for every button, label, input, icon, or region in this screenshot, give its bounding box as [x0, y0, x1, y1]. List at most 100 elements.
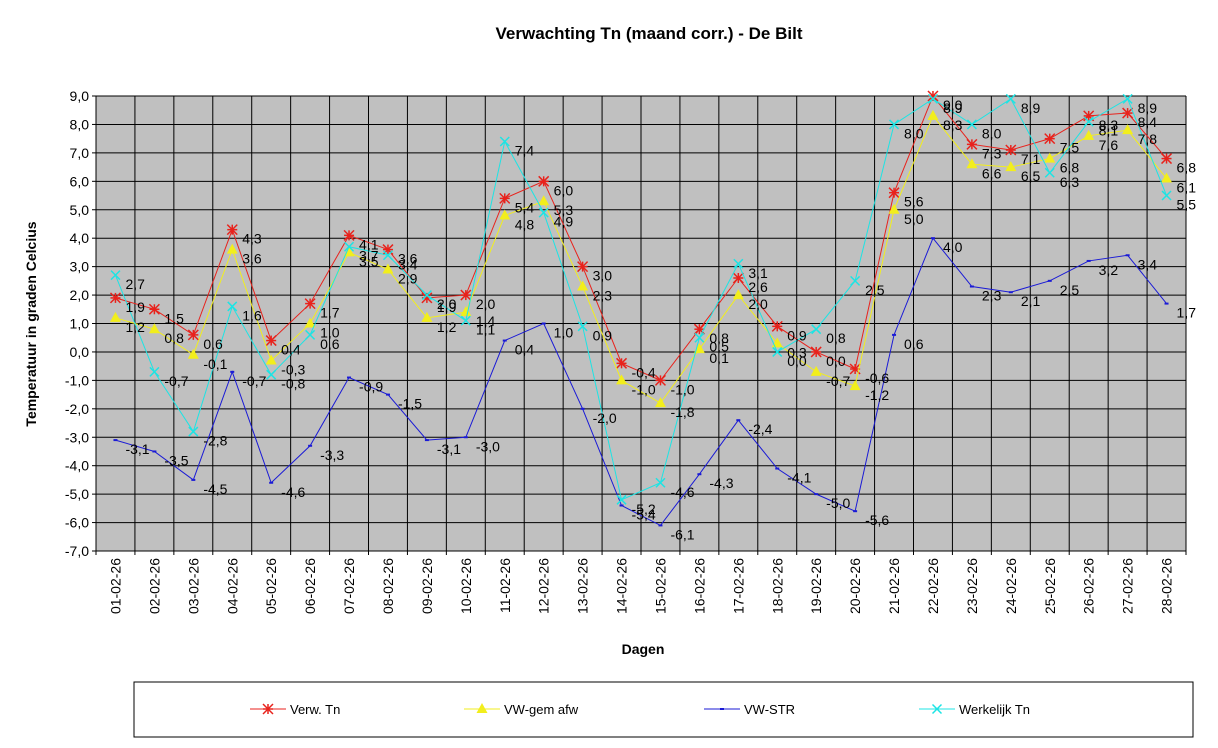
- data-label: -3,3: [320, 447, 344, 463]
- data-label: 4,0: [943, 239, 963, 255]
- data-label: 4,3: [242, 231, 262, 247]
- x-tick-label: 16-02-26: [691, 558, 707, 614]
- x-tick-label: 07-02-26: [341, 558, 357, 614]
- data-point: [1083, 129, 1095, 140]
- data-label: 1,5: [164, 310, 184, 326]
- x-tick-label: 10-02-26: [458, 558, 474, 614]
- data-label: 0,0: [787, 353, 807, 369]
- data-label: 4,1: [359, 236, 379, 252]
- y-tick-label: 1,0: [70, 316, 90, 332]
- data-point: [148, 303, 160, 315]
- y-tick-label: -4,0: [65, 458, 89, 474]
- data-point: [577, 321, 588, 332]
- data-label: -1,8: [670, 404, 694, 420]
- x-tick-label: 11-02-26: [497, 558, 513, 613]
- data-label: 2,9: [398, 270, 418, 286]
- x-tick-label: 04-02-26: [224, 558, 240, 614]
- data-label: 8,0: [904, 125, 924, 141]
- data-label: -4,3: [709, 475, 733, 491]
- data-point: [1122, 107, 1134, 119]
- data-label: 2,5: [1060, 282, 1080, 298]
- data-point: [927, 109, 939, 120]
- x-tick-label: 12-02-26: [536, 558, 552, 614]
- data-point: [421, 290, 432, 301]
- data-point: [1161, 190, 1172, 201]
- data-label: 3,5: [359, 253, 379, 269]
- data-label: 1,0: [554, 325, 574, 341]
- data-point: [424, 439, 429, 442]
- data-label: -0,8: [281, 376, 305, 392]
- y-tick-label: -3,0: [65, 429, 89, 445]
- data-point: [1083, 116, 1094, 127]
- x-tick-label: 02-02-26: [146, 558, 162, 614]
- data-point: [188, 426, 199, 437]
- y-tick-label: -6,0: [65, 515, 89, 531]
- data-point: [616, 374, 628, 385]
- data-point: [110, 270, 121, 281]
- data-point: [654, 397, 666, 408]
- x-tick-label: 25-02-26: [1042, 558, 1058, 614]
- data-label: 3,4: [1138, 256, 1158, 272]
- data-point: [580, 407, 585, 410]
- x-tick-label: 28-02-26: [1159, 558, 1175, 614]
- data-label: 7,5: [1060, 140, 1080, 156]
- data-point: [269, 481, 274, 484]
- data-point: [460, 289, 472, 301]
- legend-marker: [720, 708, 724, 710]
- data-point: [1122, 124, 1134, 135]
- data-label: 5,3: [554, 202, 574, 218]
- data-point: [304, 317, 316, 328]
- data-label: 1,4: [476, 313, 496, 329]
- data-label: 5,6: [904, 194, 924, 210]
- data-point: [344, 241, 355, 252]
- data-point: [693, 323, 705, 335]
- data-label: -2,4: [748, 421, 772, 437]
- data-label: 2,5: [865, 282, 885, 298]
- x-tick-label: 03-02-26: [185, 558, 201, 614]
- data-label: -3,1: [437, 441, 461, 457]
- data-point: [460, 315, 471, 326]
- data-label: 5,4: [515, 199, 535, 215]
- data-point: [775, 467, 780, 470]
- plot-area: -7,0 -6,0 -5,0 -4,0 -3,0 -2,0 -1,0 0,0 1,0 2,0 3,0…: [65, 88, 1196, 614]
- data-label: 8,9: [1138, 100, 1158, 116]
- data-point: [191, 478, 196, 481]
- data-point: [538, 175, 550, 187]
- data-point: [304, 298, 316, 310]
- data-label: 2,3: [593, 288, 613, 304]
- x-tick-label: 26-02-26: [1081, 558, 1097, 614]
- data-label: 8,3: [943, 117, 963, 133]
- data-label: 0,6: [320, 336, 340, 352]
- data-point: [892, 333, 897, 336]
- data-point: [538, 207, 549, 218]
- legend-entry: Werkelijk Tn: [959, 702, 1030, 717]
- data-label: -1,0: [670, 381, 694, 397]
- y-tick-label: 5,0: [70, 202, 90, 218]
- data-label: -1,5: [398, 396, 422, 412]
- x-tick-label: 14-02-26: [614, 558, 630, 614]
- legend: Verw. Tn VW-gem afw VW-STR Werkelijk Tn: [133, 681, 1194, 738]
- x-tick-label: 09-02-26: [419, 558, 435, 614]
- data-point: [1044, 133, 1056, 145]
- data-point: [1161, 172, 1173, 183]
- data-label: 2,1: [1021, 293, 1041, 309]
- data-point: [149, 366, 160, 377]
- data-label: 6,0: [554, 182, 574, 198]
- data-point: [109, 292, 121, 304]
- data-label: 1,7: [1177, 305, 1197, 321]
- x-tick-label: 01-02-26: [107, 558, 123, 614]
- data-label: 7,3: [982, 145, 1002, 161]
- y-tick-label: 8,0: [70, 116, 90, 132]
- data-label: -0,6: [865, 370, 889, 386]
- data-point: [1161, 153, 1173, 165]
- data-label: 1,2: [437, 319, 457, 335]
- data-point: [499, 136, 510, 147]
- legend-box: [133, 681, 1194, 738]
- data-point: [966, 119, 977, 130]
- data-label: 8,3: [1099, 117, 1119, 133]
- data-label: 3,4: [398, 256, 418, 272]
- data-label: -2,8: [203, 433, 227, 449]
- series-line-3: [115, 237, 1167, 527]
- data-point: [616, 357, 628, 369]
